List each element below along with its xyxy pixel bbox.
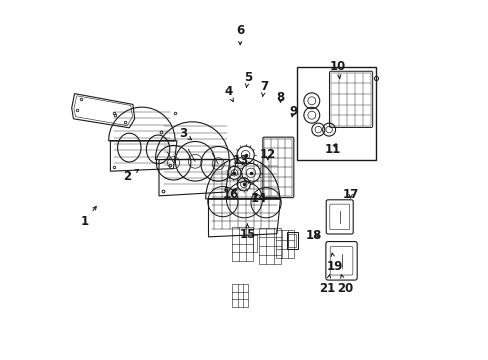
Text: 4: 4 <box>224 85 233 102</box>
Text: 2: 2 <box>123 170 138 183</box>
Text: 21: 21 <box>319 275 335 294</box>
Text: 17: 17 <box>342 188 358 201</box>
Bar <box>288 234 296 247</box>
Bar <box>286 232 297 249</box>
Text: 7: 7 <box>260 80 268 96</box>
Text: 8: 8 <box>276 91 284 104</box>
Text: 6: 6 <box>236 24 244 45</box>
Text: 5: 5 <box>244 71 252 87</box>
Bar <box>253 235 257 252</box>
Bar <box>258 228 281 264</box>
Bar <box>296 67 375 160</box>
Text: 18: 18 <box>305 229 321 242</box>
Bar <box>330 73 370 126</box>
Text: 12: 12 <box>259 148 275 161</box>
Bar <box>232 284 248 307</box>
Text: 14: 14 <box>250 192 266 204</box>
Bar <box>231 227 253 261</box>
Bar <box>275 230 293 258</box>
Text: 3: 3 <box>179 127 191 140</box>
Text: 11: 11 <box>324 143 340 156</box>
Text: 20: 20 <box>337 275 353 294</box>
Text: 9: 9 <box>288 105 297 118</box>
Text: 15: 15 <box>239 224 255 240</box>
Text: 10: 10 <box>329 60 346 79</box>
Text: 1: 1 <box>80 206 96 228</box>
Text: 13: 13 <box>232 154 248 167</box>
Bar <box>264 139 292 196</box>
Text: 19: 19 <box>325 253 342 273</box>
Text: 16: 16 <box>222 188 239 201</box>
